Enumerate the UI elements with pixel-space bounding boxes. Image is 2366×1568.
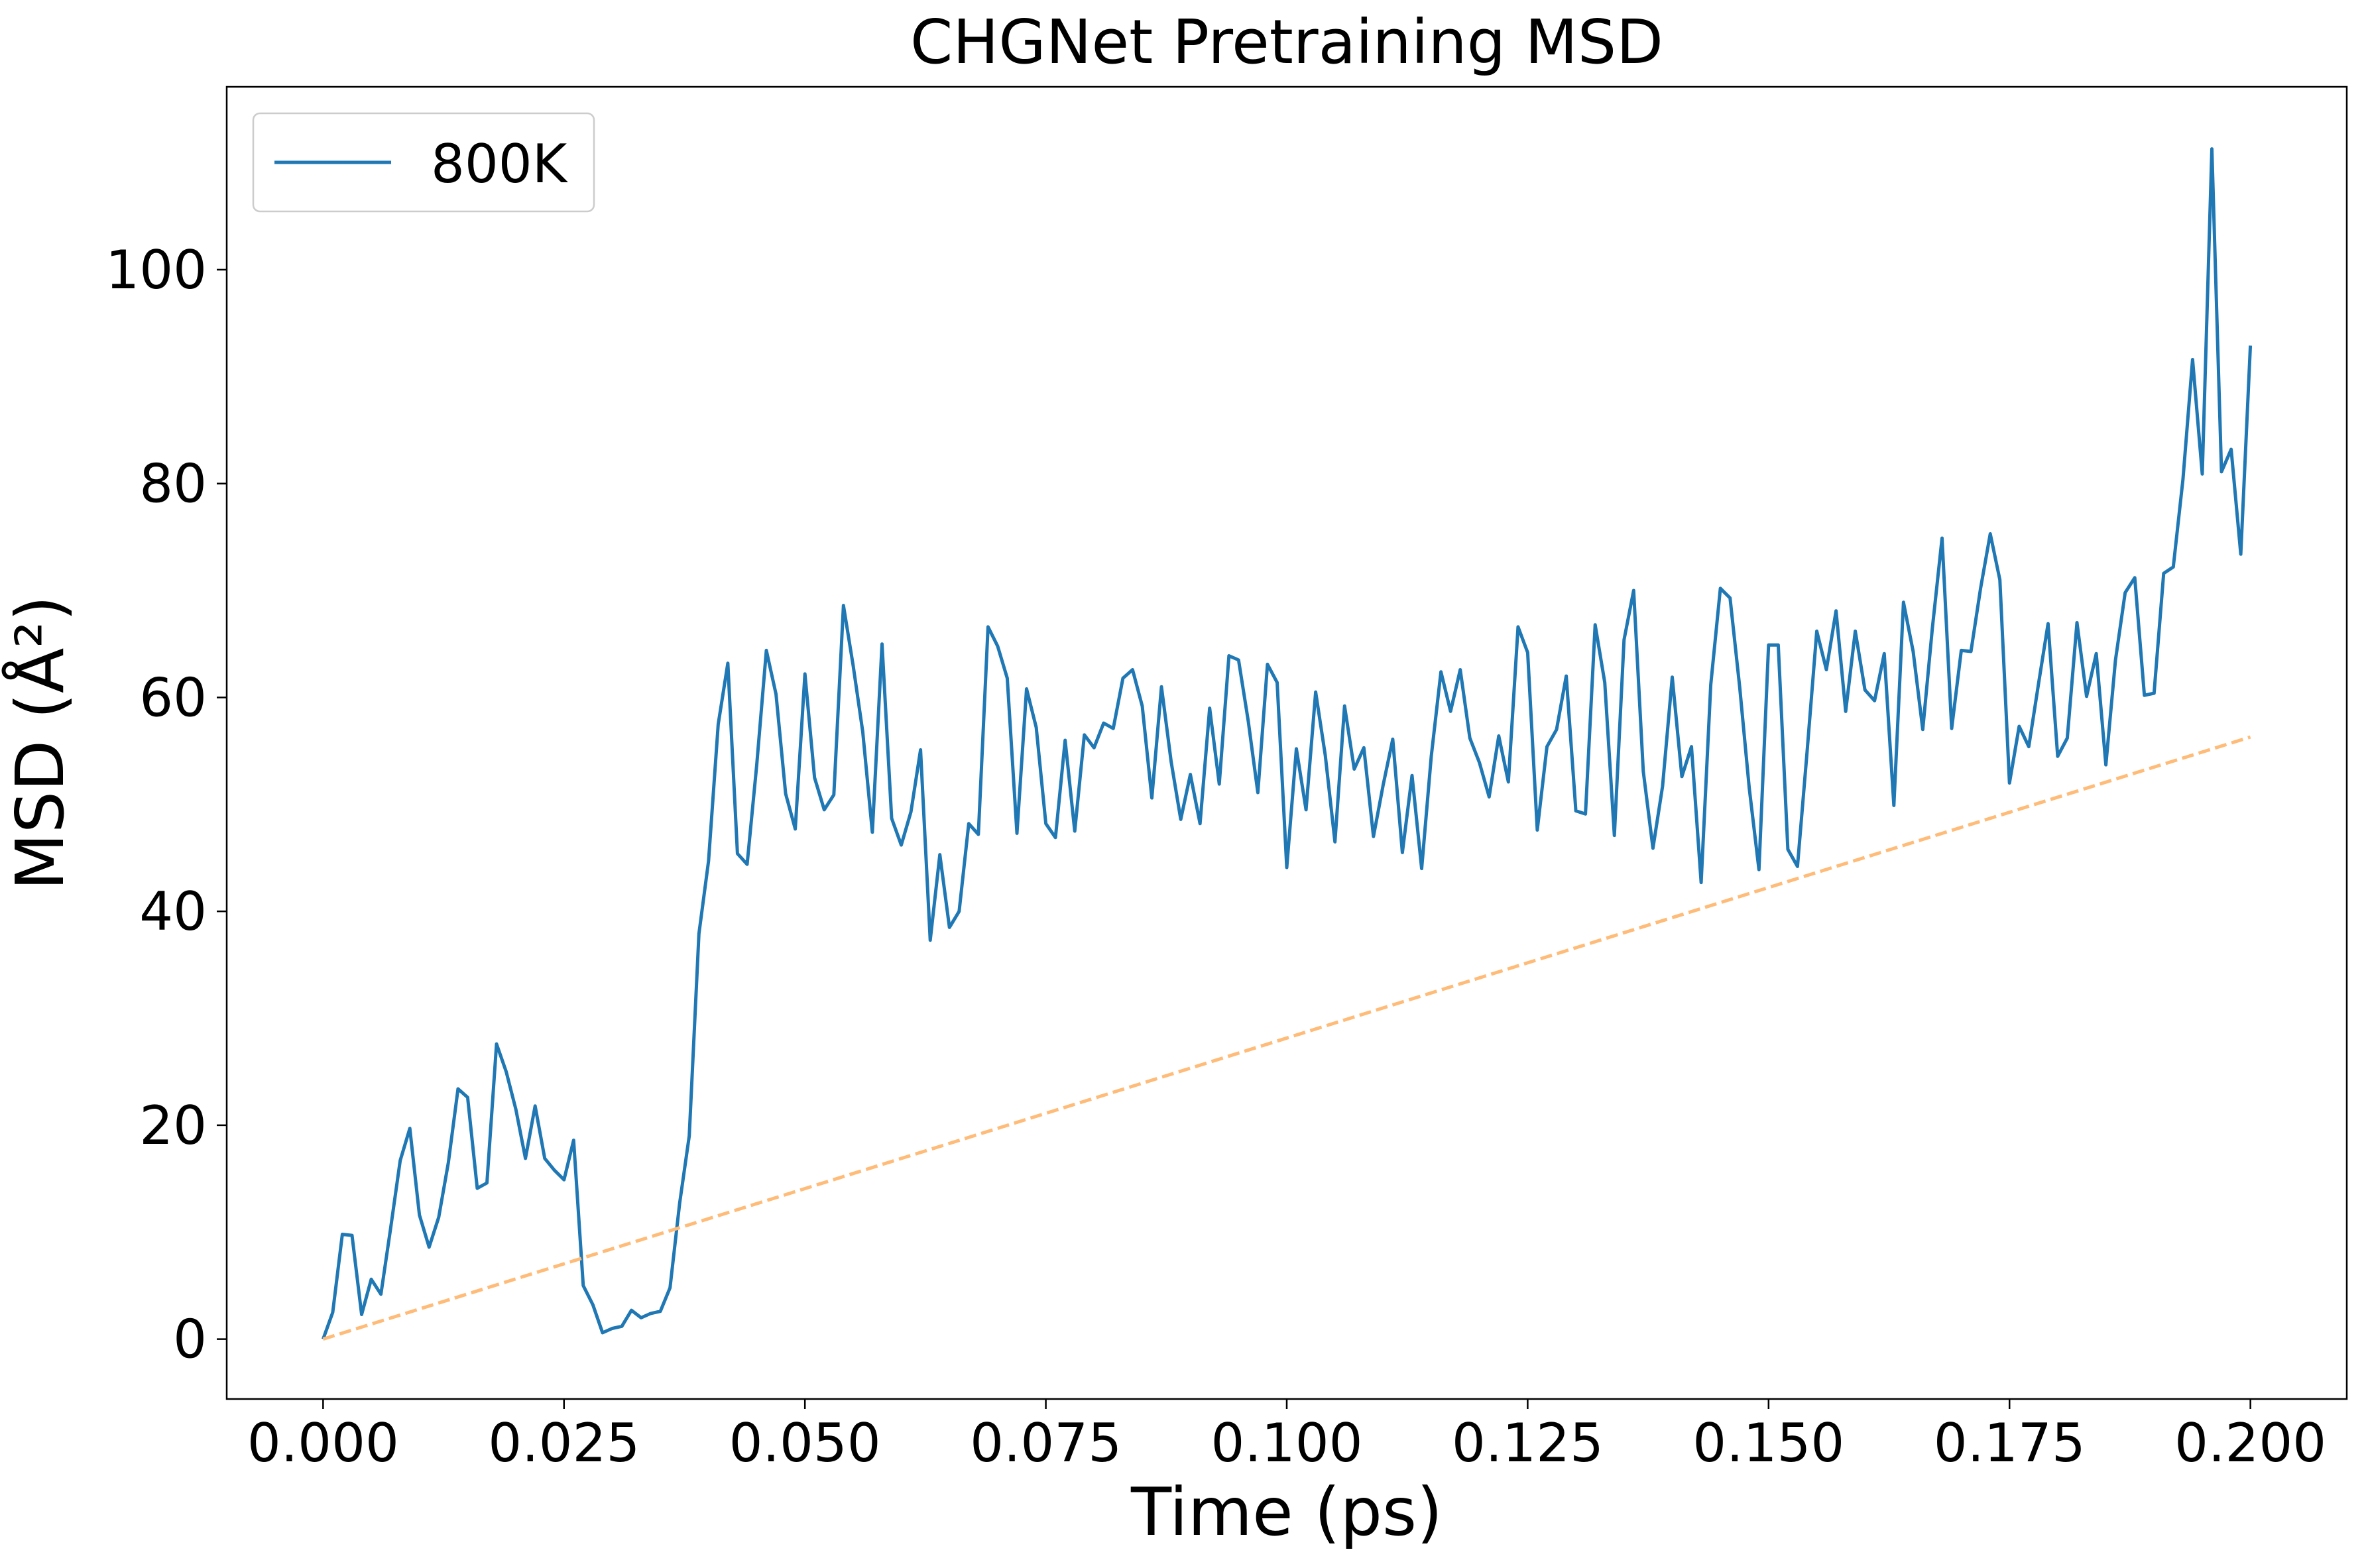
x-tick-label: 0.175	[1934, 1412, 2086, 1474]
y-axis-label: MSD (Å²)	[1, 595, 79, 890]
x-axis-label: Time (ps)	[1130, 1473, 1443, 1551]
series-line-800k	[322, 147, 2253, 1340]
x-tick-label: 0.075	[970, 1412, 1122, 1474]
legend-label-800k: 800K	[431, 133, 569, 195]
x-tick-label: 0.000	[247, 1412, 399, 1474]
series-layer	[322, 147, 2253, 1341]
x-tick-label: 0.100	[1211, 1412, 1362, 1474]
y-tick-label: 0	[173, 1309, 207, 1371]
chart-title: CHGNet Pretraining MSD	[910, 7, 1663, 78]
x-tick-label: 0.125	[1452, 1412, 1604, 1474]
series-line-dashed-fit	[322, 735, 2251, 1341]
x-tick-label: 0.200	[2174, 1412, 2326, 1474]
x-tick-label: 0.025	[488, 1412, 640, 1474]
y-axis-ticks: 0 20 40 60 80 100	[105, 239, 227, 1371]
x-axis-ticks: 0.000 0.025 0.050 0.075 0.100 0.125 0.150 0.175…	[247, 1399, 2326, 1474]
legend-box	[252, 112, 595, 213]
y-tick-label: 100	[105, 239, 207, 301]
y-tick-label: 20	[139, 1095, 207, 1156]
y-tick-label: 80	[139, 453, 207, 515]
x-tick-label: 0.150	[1692, 1412, 1844, 1474]
y-tick-label: 60	[139, 667, 207, 728]
legend: 800K	[252, 112, 595, 213]
y-tick-label: 40	[139, 881, 207, 942]
x-tick-label: 0.050	[729, 1412, 881, 1474]
